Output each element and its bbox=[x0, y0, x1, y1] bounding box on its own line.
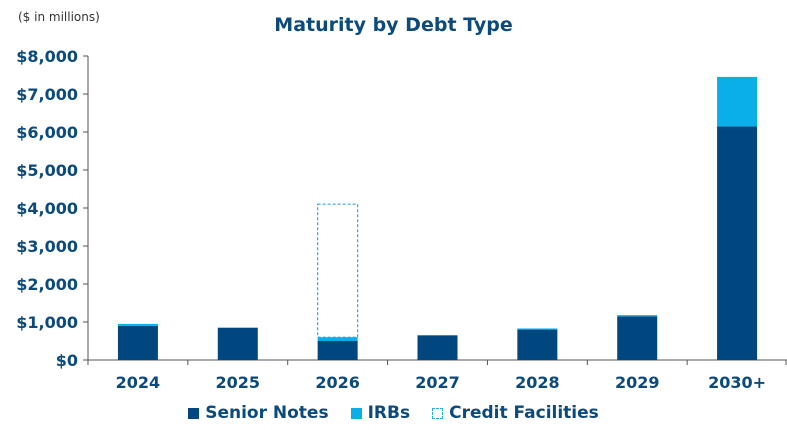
y-tick-label: $3,000 bbox=[16, 237, 78, 256]
legend-swatch-senior-notes bbox=[188, 407, 200, 419]
legend-label-credit-facilities: Credit Facilities bbox=[449, 403, 599, 423]
legend-item-credit-facilities: Credit Facilities bbox=[432, 403, 599, 423]
bar-senior-notes bbox=[117, 325, 158, 360]
bar-irbs bbox=[517, 328, 558, 330]
bar-senior-notes bbox=[617, 316, 658, 360]
bar-irbs bbox=[317, 337, 358, 341]
bar-credit-facilities bbox=[317, 203, 359, 338]
bar-senior-notes bbox=[517, 329, 558, 360]
x-tick-label: 2028 bbox=[515, 373, 560, 392]
x-tick-label: 2024 bbox=[116, 373, 161, 392]
y-tick-label: $0 bbox=[56, 351, 78, 370]
x-tick-label: 2026 bbox=[315, 373, 360, 392]
x-tick-label: 2027 bbox=[415, 373, 460, 392]
x-tick-label: 2025 bbox=[216, 373, 261, 392]
legend-item-senior-notes: Senior Notes bbox=[188, 403, 329, 423]
bar-chart: $0 $1,000 $2,000 $3,000 $4,000 $5,000 $6,000 $7… bbox=[16, 47, 787, 392]
y-tick-label: $1,000 bbox=[16, 313, 78, 332]
chart-title: Maturity by Debt Type bbox=[274, 14, 513, 36]
x-tick-label: 2030+ bbox=[708, 373, 766, 392]
y-tick-label: $6,000 bbox=[16, 123, 78, 142]
legend-label-irbs: IRBs bbox=[367, 403, 411, 423]
x-tick-label: 2029 bbox=[615, 373, 660, 392]
y-tick-label: $8,000 bbox=[16, 47, 78, 66]
legend: Senior Notes IRBs Credit Facilities bbox=[0, 403, 787, 423]
y-tick-label: $2,000 bbox=[16, 275, 78, 294]
legend-swatch-credit-facilities bbox=[432, 407, 444, 419]
legend-label-senior-notes: Senior Notes bbox=[205, 403, 329, 423]
bar-senior-notes bbox=[317, 341, 358, 360]
y-tick-label: $5,000 bbox=[16, 161, 78, 180]
bar-senior-notes bbox=[217, 327, 258, 360]
bar-senior-notes bbox=[717, 126, 758, 360]
bar-irbs bbox=[617, 315, 658, 317]
y-tick-label: $4,000 bbox=[16, 199, 78, 218]
y-tick-label: $7,000 bbox=[16, 85, 78, 104]
legend-swatch-irbs bbox=[350, 407, 362, 419]
bar-irbs bbox=[117, 323, 158, 326]
legend-item-irbs: IRBs bbox=[350, 403, 411, 423]
bar-senior-notes bbox=[417, 335, 458, 360]
bar-irbs bbox=[717, 76, 758, 127]
unit-note: ($ in millions) bbox=[18, 10, 100, 24]
